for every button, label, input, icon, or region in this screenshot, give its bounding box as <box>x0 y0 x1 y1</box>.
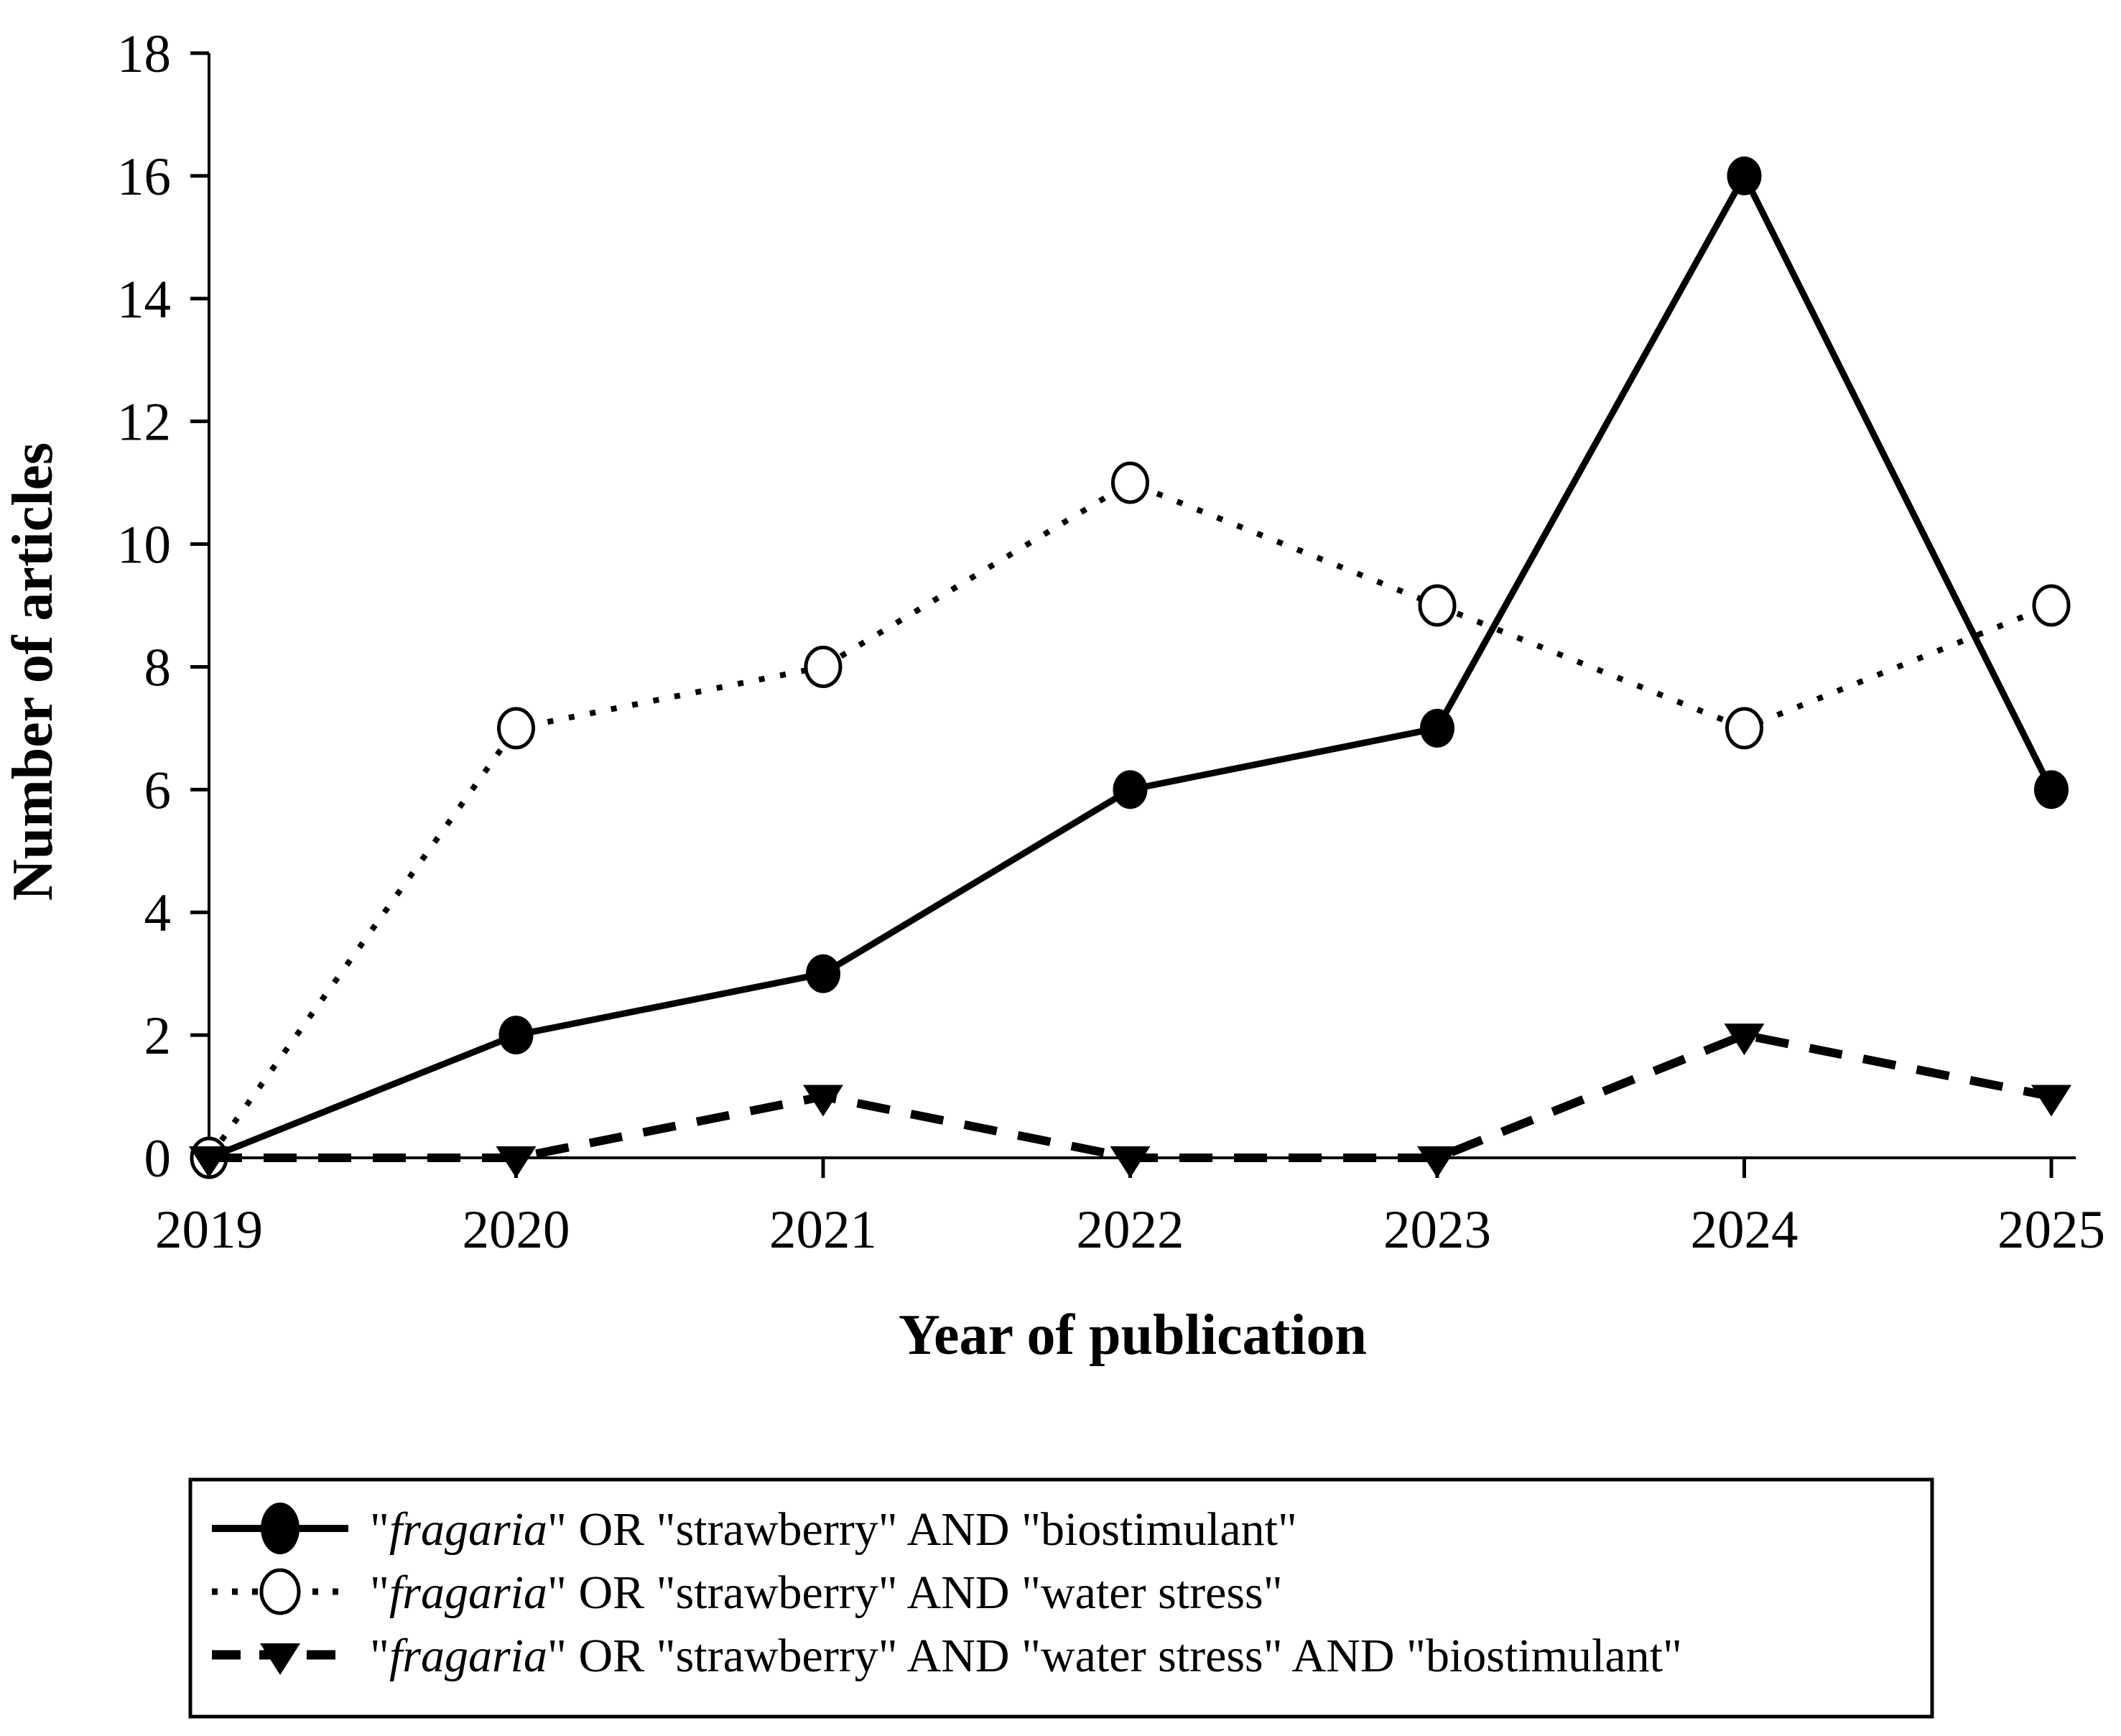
y-tick-label: 6 <box>144 761 172 820</box>
legend-label: "fragaria" OR "strawberry" AND "water st… <box>370 1566 1283 1619</box>
triangle-down-marker-icon <box>496 1146 537 1178</box>
x-tick-label: 2023 <box>1383 1200 1491 1260</box>
filled-circle-marker-icon <box>498 1016 534 1055</box>
open-circle-marker-icon <box>1111 461 1149 504</box>
legend-box <box>188 1477 1934 1719</box>
filled-circle-marker-icon <box>1113 770 1148 809</box>
x-tick-label: 2022 <box>1077 1200 1184 1260</box>
y-tick-label: 0 <box>144 1129 172 1189</box>
legend-row: "fragaria" OR "strawberry" AND "biostimu… <box>212 1503 1297 1556</box>
triangle-down-marker-icon <box>2031 1085 2071 1117</box>
legend-row: "fragaria" OR "strawberry" AND "water st… <box>212 1630 1682 1682</box>
open-circle-marker-icon <box>804 645 843 688</box>
series-2 <box>189 1024 2071 1178</box>
triangle-down-marker-icon <box>803 1085 843 1117</box>
y-tick-label: 10 <box>117 516 171 575</box>
axes: 0 2 4 6 8 10 12 14 16 18 2019 2020 2021 2022 2023 2024 2… <box>117 24 2105 1260</box>
y-tick-label: 4 <box>144 883 172 943</box>
triangle-down-marker-icon <box>260 1643 300 1675</box>
y-tick-label: 12 <box>117 393 171 452</box>
series-line-1 <box>206 479 2053 1160</box>
series-line-0 <box>208 169 2055 1161</box>
y-tick-label: 8 <box>144 638 172 697</box>
series-0 <box>192 156 2069 1177</box>
x-tick-label: 2019 <box>155 1200 263 1260</box>
triangle-down-marker-icon <box>189 1146 229 1178</box>
series-group <box>189 156 2071 1179</box>
triangle-down-marker-icon <box>1417 1146 1457 1178</box>
y-axis-title: Number of articles <box>1 442 65 901</box>
y-tick-label: 18 <box>117 24 171 84</box>
x-tick-label: 2020 <box>463 1200 570 1260</box>
open-circle-marker-icon <box>1418 584 1457 627</box>
legend-row: "fragaria" OR "strawberry" AND "water st… <box>212 1566 1283 1619</box>
filled-circle-marker-icon <box>261 1503 300 1554</box>
y-tick-label: 16 <box>117 147 171 207</box>
filled-circle-marker-icon <box>2034 770 2069 809</box>
y-tick-label: 2 <box>144 1006 172 1066</box>
triangle-down-marker-icon <box>1110 1146 1151 1178</box>
series-1 <box>190 461 2071 1179</box>
x-tick-label: 2025 <box>1997 1200 2105 1260</box>
open-circle-marker-icon <box>497 707 535 750</box>
triangle-down-marker-icon <box>1724 1024 1765 1056</box>
legend: "fragaria" OR "strawberry" AND "biostimu… <box>188 1477 1934 1719</box>
open-circle-marker-icon <box>2032 584 2071 627</box>
legend-label: "fragaria" OR "strawberry" AND "water st… <box>370 1630 1682 1682</box>
y-tick-label: 14 <box>117 270 171 330</box>
filled-circle-marker-icon <box>1420 708 1454 748</box>
series-line-2 <box>209 1030 2053 1162</box>
filled-circle-marker-icon <box>1727 156 1762 195</box>
open-circle-marker-icon <box>1725 707 1763 750</box>
x-tick-label: 2021 <box>769 1200 877 1260</box>
filled-circle-marker-icon <box>806 954 840 993</box>
legend-label: "fragaria" OR "strawberry" AND "biostimu… <box>370 1503 1297 1556</box>
x-tick-label: 2024 <box>1691 1200 1799 1260</box>
x-axis-title: Year of publication <box>899 1304 1367 1367</box>
open-circle-marker-icon <box>259 1568 301 1615</box>
